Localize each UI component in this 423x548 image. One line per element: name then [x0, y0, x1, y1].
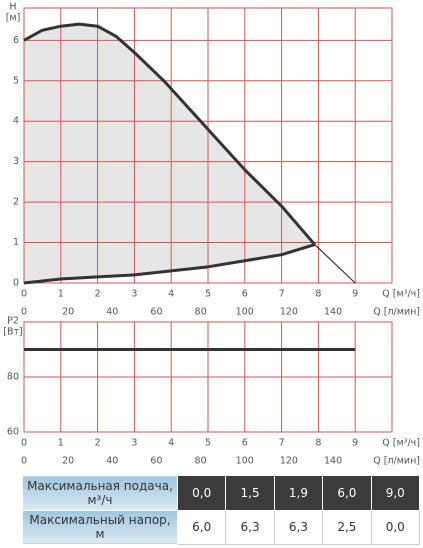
y-tick-label: 3 [13, 156, 19, 167]
table-cell: 0,0 [176, 475, 227, 511]
x-tick-label: 9 [352, 438, 358, 449]
table-cell: 6,3 [273, 509, 324, 545]
data-table: Максимальная подача, м³/ч 0,0 1,5 1,9 6,0 9,0… [22, 475, 421, 545]
y-tick-label: 0 [13, 278, 19, 289]
x-tick-label: 1 [58, 438, 64, 449]
curve [23, 22, 316, 246]
y-tick-label: 6 [13, 35, 19, 46]
y-tick-label: 1 [13, 237, 19, 248]
row-header: Максимальная подача, м³/ч [22, 475, 178, 511]
x-axis-label: Q [м³/ч] [382, 289, 420, 300]
x2-tick-label: 20 [62, 307, 74, 318]
y-axis-label: H [9, 2, 16, 13]
x2-tick-label: 0 [21, 307, 27, 318]
table-cell: 2,5 [322, 509, 372, 545]
x-tick-label: 0 [21, 438, 27, 449]
x2-tick-label: 40 [106, 456, 118, 467]
row-header: Максимальный напор, м [22, 509, 178, 545]
x-tick-label: 9 [352, 289, 358, 300]
y-tick-label: 5 [13, 75, 19, 86]
y-axis-unit: [м] [6, 13, 21, 24]
x2-tick-label: 120 [280, 456, 298, 467]
x2-tick-label: 60 [150, 307, 162, 318]
x-tick-label: 8 [315, 289, 321, 300]
x-tick-label: 7 [279, 438, 285, 449]
x-tick-label: 5 [205, 289, 211, 300]
y-tick-label: 60 [7, 427, 19, 438]
x2-tick-label: 140 [324, 307, 342, 318]
table-cell: 1,5 [225, 475, 275, 511]
x2-tick-label: 40 [106, 307, 118, 318]
curve [23, 243, 316, 285]
x-tick-label: 6 [242, 438, 248, 449]
table-cell: 6,0 [322, 475, 372, 511]
x-tick-label: 6 [242, 289, 248, 300]
x2-tick-label: 100 [236, 307, 254, 318]
x2-axis-label: Q [л/мин] [373, 456, 420, 467]
table-cell: 9,0 [370, 475, 421, 511]
table-row: Максимальная подача, м³/ч 0,0 1,5 1,9 6,0 9,0 [22, 475, 421, 511]
x2-tick-label: 60 [150, 456, 162, 467]
x2-tick-label: 0 [21, 456, 27, 467]
x-axis-label: Q [м³/ч] [382, 438, 420, 449]
table-row: Максимальный напор, м 6,0 6,3 6,3 2,5 0,0 [22, 509, 421, 545]
x2-tick-label: 140 [324, 456, 342, 467]
y-axis-label: P2 [7, 316, 19, 327]
x-tick-label: 1 [58, 289, 64, 300]
table-cell: 1,9 [273, 475, 324, 511]
x2-tick-label: 100 [236, 456, 254, 467]
x2-tick-label: 20 [62, 456, 74, 467]
x2-tick-label: 80 [195, 456, 207, 467]
x-tick-label: 4 [168, 438, 174, 449]
y-tick-label: 2 [13, 197, 19, 208]
shaded-area [24, 24, 315, 283]
x-tick-label: 2 [95, 289, 101, 300]
x-tick-label: 5 [205, 438, 211, 449]
x-tick-label: 3 [131, 438, 137, 449]
table-body: Максимальная подача, м³/ч 0,0 1,5 1,9 6,0 9,0… [22, 475, 421, 545]
x-tick-label: 8 [315, 438, 321, 449]
table-cell: 6,3 [225, 509, 275, 545]
x-tick-label: 7 [279, 289, 285, 300]
x-tick-label: 3 [131, 289, 137, 300]
y-axis-unit: [Вт] [3, 327, 22, 338]
table-cell: 6,0 [176, 509, 227, 545]
table-cell: 0,0 [370, 509, 421, 545]
x-tick-label: 0 [21, 289, 27, 300]
x2-axis-label: Q [л/мин] [373, 307, 420, 318]
y-tick-label: 80 [7, 372, 19, 383]
x2-tick-label: 80 [195, 307, 207, 318]
y-tick-label: 4 [13, 116, 19, 127]
x-tick-label: 4 [168, 289, 174, 300]
curve [314, 244, 356, 284]
x-tick-label: 2 [95, 438, 101, 449]
x2-tick-label: 120 [280, 307, 298, 318]
